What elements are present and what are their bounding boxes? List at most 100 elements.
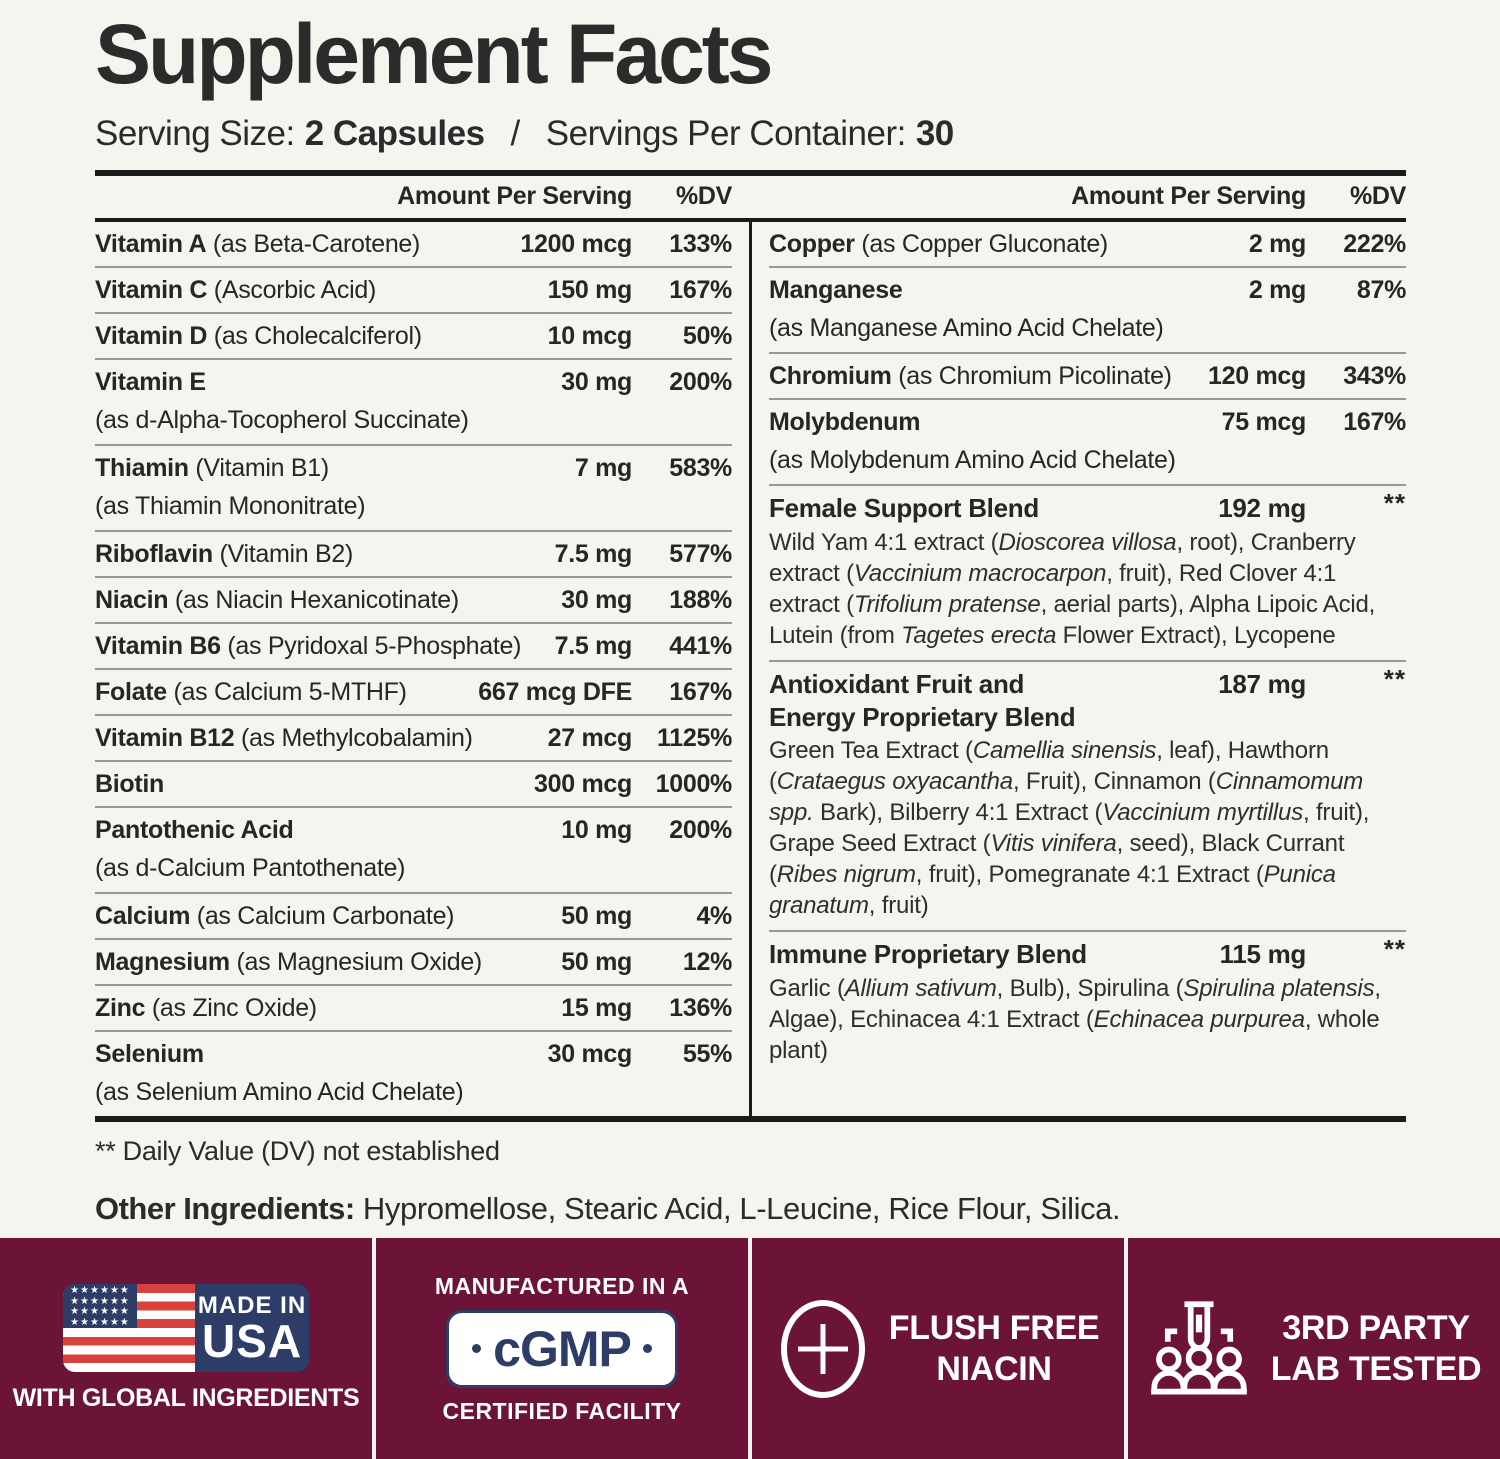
nutrient-row: Magnesium (as Magnesium Oxide) 50 mg 12% [95,940,732,986]
nutrient-subline: (as d-Alpha-Tocopherol Succinate) [95,406,469,434]
other-ingredients-label: Other Ingredients: [95,1191,355,1226]
global-ingredients-label: WITH GLOBAL INGREDIENTS [12,1384,360,1412]
servings-per-container-label: Servings Per Container: [545,114,907,153]
nutrient-amount: 667 mcg DFE [478,678,632,706]
nutrient-subline: (as Thiamin Mononitrate) [95,492,366,520]
nutrient-name: Niacin (as Niacin Hexanicotinate) [95,586,459,614]
nutrient-dv: 167% [669,276,732,304]
badge-cgmp: MANUFACTURED IN A cGMP CERTIFIED FACILIT… [372,1238,748,1459]
other-ingredients: Other Ingredients: Hypromellose, Stearic… [95,1191,1406,1227]
nutrient-dv: 222% [1343,230,1406,258]
blend-name: Antioxidant Fruit and [769,669,1025,699]
column-divider [749,222,752,1116]
nutrient-row: Vitamin E 30 mg 200% (as d-Alpha-Tocopherol… [95,360,732,446]
blend-name-line2: Energy Proprietary Blend [769,702,1076,732]
nutrients-column-left: Vitamin A (as Beta-Carotene) 1200 mcg 133%… [95,222,732,1116]
nutrient-amount: 15 mg [561,994,632,1022]
nutrient-amount: 120 mcg [1208,362,1306,390]
nutrient-row: Folate (as Calcium 5-MTHF) 667 mcg DFE 167… [95,670,732,716]
nutrient-dv: 167% [669,678,732,706]
nutrient-dv: 167% [1343,408,1406,436]
flag-stars: ★★★★★★ ★★★★★★ ★★★★★★ ★★★★★★ [63,1284,137,1328]
lab-tested-label: 3RD PARTY LAB TESTED [1270,1308,1482,1388]
nutrient-amount: 30 mg [561,586,632,614]
nutrient-name: Chromium (as Chromium Picolinate) [769,362,1172,390]
dv-header-right: %DV [1349,182,1406,210]
nutrient-row: Pantothenic Acid 10 mg 200% (as d-Calcium P… [95,808,732,894]
servings-per-container-value: 30 [915,114,954,153]
nutrient-dv: 136% [669,994,732,1022]
nutrient-amount: 1200 mcg [520,230,632,258]
nutrient-amount: 2 mg [1248,230,1306,258]
nutrient-dv: 4% [696,902,732,930]
nutrient-amount: 50 mg [561,948,632,976]
plus-circle-icon [777,1297,869,1401]
nutrient-subline: (as d-Calcium Pantothenate) [95,854,406,882]
blend-dv: ** [1383,664,1406,694]
blend-description: Green Tea Extract (Camellia sinensis, le… [769,737,1370,919]
nutrient-subline: (as Molybdenum Amino Acid Chelate) [769,446,1176,474]
cgmp-box: cGMP [446,1309,678,1388]
table-header: Amount Per Serving %DV Amount Per Servin… [95,176,1406,222]
usa-label: USA [201,1315,303,1367]
nutrient-name: Vitamin E [95,368,206,396]
nutrient-amount: 75 mcg [1221,408,1307,436]
nutrient-dv: 441% [669,632,732,660]
nutrient-name: Zinc (as Zinc Oxide) [95,994,317,1022]
blend-dv: ** [1383,934,1406,964]
blend-dv: ** [1383,488,1406,518]
cgmp-dot-left [472,1344,482,1353]
facts-table: Amount Per Serving %DV Amount Per Servin… [95,170,1406,1122]
lab-test-people-icon [1147,1297,1251,1401]
nutrient-dv: 188% [669,586,732,614]
made-in-label: MADE IN [197,1292,307,1319]
badge-flush-free-niacin: FLUSH FREE NIACIN [748,1238,1124,1459]
us-flag-icon: ★★★★★★ ★★★★★★ ★★★★★★ ★★★★★★ MADE IN USA [63,1284,309,1372]
nutrient-name: Vitamin B12 (as Methylcobalamin) [95,724,473,752]
nutrient-name: Vitamin A (as Beta-Carotene) [95,230,421,258]
dv-footnote: ** Daily Value (DV) not established [95,1136,500,1166]
nutrient-dv: 133% [669,230,732,258]
blend-description: Wild Yam 4:1 extract (Dioscorea villosa,… [769,529,1376,649]
badge-bar: ★★★★★★ ★★★★★★ ★★★★★★ ★★★★★★ MADE IN USA WIT… [0,1238,1500,1459]
cgmp-top-label: MANUFACTURED IN A [434,1272,690,1299]
serving-size-value: 2 Capsules [304,114,485,153]
nutrient-amount: 30 mcg [547,1040,633,1068]
nutrient-dv: 50% [682,322,732,350]
nutrient-subline: (as Manganese Amino Acid Chelate) [769,314,1164,342]
blend-amount: 187 mg [1218,669,1306,699]
nutrient-amount: 27 mcg [547,724,633,752]
serving-size-label: Serving Size: [95,114,295,153]
amount-header-left: Amount Per Serving [397,182,632,210]
nutrient-row: Calcium (as Calcium Carbonate) 50 mg 4% [95,894,732,940]
page-title: Supplement Facts [95,7,773,101]
nutrient-row: Vitamin C (Ascorbic Acid) 150 mg 167% [95,268,732,314]
badge-lab-tested: 3RD PARTY LAB TESTED [1124,1238,1500,1459]
nutrient-name: Molybdenum [769,408,921,436]
nutrient-row: Niacin (as Niacin Hexanicotinate) 30 mg 18… [95,578,732,624]
flush-free-label: FLUSH FREE NIACIN [888,1308,1100,1388]
nutrient-amount: 50 mg [561,902,632,930]
nutrient-subline: (as Selenium Amino Acid Chelate) [95,1078,464,1106]
nutrient-dv: 577% [669,540,732,568]
cgmp-dot-right [642,1344,652,1353]
nutrient-amount: 150 mg [547,276,633,304]
nutrient-row: Selenium 30 mcg 55% (as Selenium Amino Acid… [95,1032,732,1116]
nutrient-amount: 7 mg [574,454,632,482]
cgmp-bottom-label: CERTIFIED FACILITY [442,1397,682,1424]
nutrient-dv: 1125% [657,724,732,752]
nutrient-name: Riboflavin (Vitamin B2) [95,540,353,568]
nutrient-amount: 2 mg [1248,276,1306,304]
nutrient-name: Manganese [769,276,903,304]
blend-row: Antioxidant Fruit and 187 mg ** Energy Prop… [769,662,1406,932]
nutrient-row: Vitamin B12 (as Methylcobalamin) 27 mcg 11… [95,716,732,762]
nutrient-name: Pantothenic Acid [95,816,294,844]
other-ingredients-value: Hypromellose, Stearic Acid, L-Leucine, R… [362,1191,1121,1226]
nutrients-column-right: Copper (as Copper Gluconate) 2 mg 222% Mang… [769,222,1406,1116]
nutrient-row: Vitamin D (as Cholecalciferol) 10 mcg 50% [95,314,732,360]
nutrient-row: Vitamin B6 (as Pyridoxal 5-Phosphate) 7.5… [95,624,732,670]
nutrient-amount: 10 mcg [547,322,633,350]
nutrient-row: Chromium (as Chromium Picolinate) 120 mcg… [769,354,1406,400]
nutrient-name: Selenium [95,1040,204,1068]
nutrient-amount: 7.5 mg [554,540,633,568]
